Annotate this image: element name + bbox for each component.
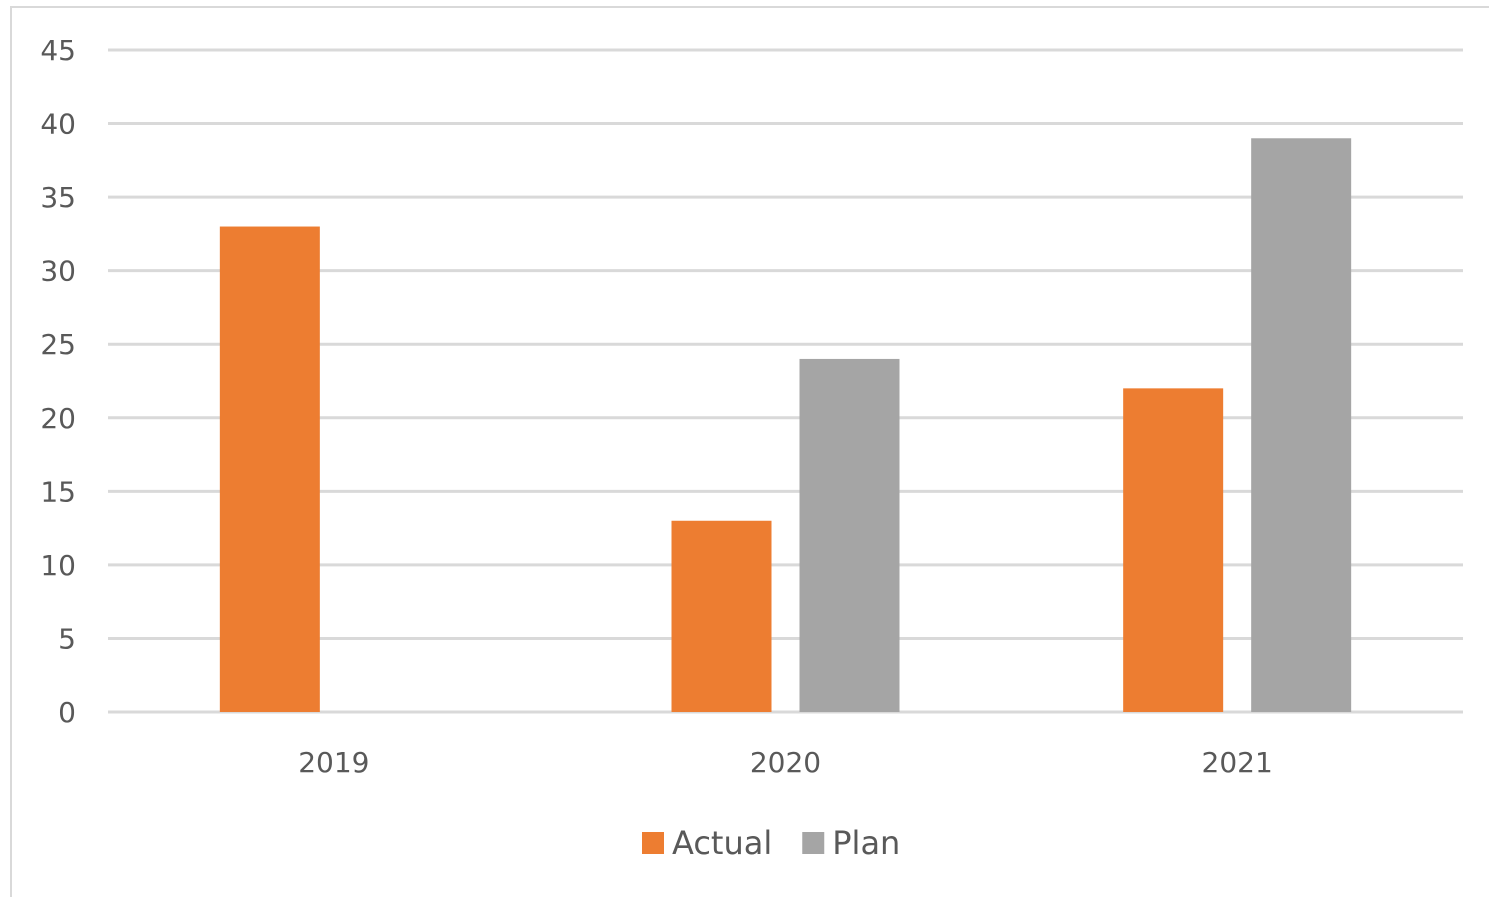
y-tick-label: 45 [40, 34, 76, 67]
bars [219, 138, 1352, 713]
y-tick-label: 20 [40, 402, 76, 435]
bar-plan-2021 [1251, 138, 1352, 712]
legend-swatch-actual [642, 832, 664, 854]
legend-label-plan: Plan [832, 824, 900, 862]
bar-actual-2020 [671, 520, 772, 712]
y-axis-tick-labels: 0 5 10 15 20 25 30 35 40 45 [40, 34, 76, 729]
legend: Actual Plan [642, 824, 900, 862]
bar-actual-2019 [219, 226, 320, 713]
x-tick-label: 2021 [1202, 746, 1273, 779]
gridlines [108, 48, 1463, 714]
y-tick-label: 0 [58, 696, 76, 729]
y-tick-label: 15 [40, 475, 76, 508]
bar-plan-2020 [799, 358, 900, 712]
legend-label-actual: Actual [672, 824, 772, 862]
y-tick-label: 40 [40, 108, 76, 141]
x-tick-label: 2019 [298, 746, 369, 779]
x-axis-tick-labels: 2019 2020 2021 [298, 746, 1273, 779]
y-tick-label: 25 [40, 328, 76, 361]
y-tick-label: 5 [58, 622, 76, 655]
x-tick-label: 2020 [750, 746, 821, 779]
y-tick-label: 35 [40, 181, 76, 214]
y-tick-label: 10 [40, 549, 76, 582]
legend-swatch-plan [802, 832, 825, 854]
y-tick-label: 30 [40, 255, 76, 288]
bar-actual-2021 [1123, 388, 1224, 712]
